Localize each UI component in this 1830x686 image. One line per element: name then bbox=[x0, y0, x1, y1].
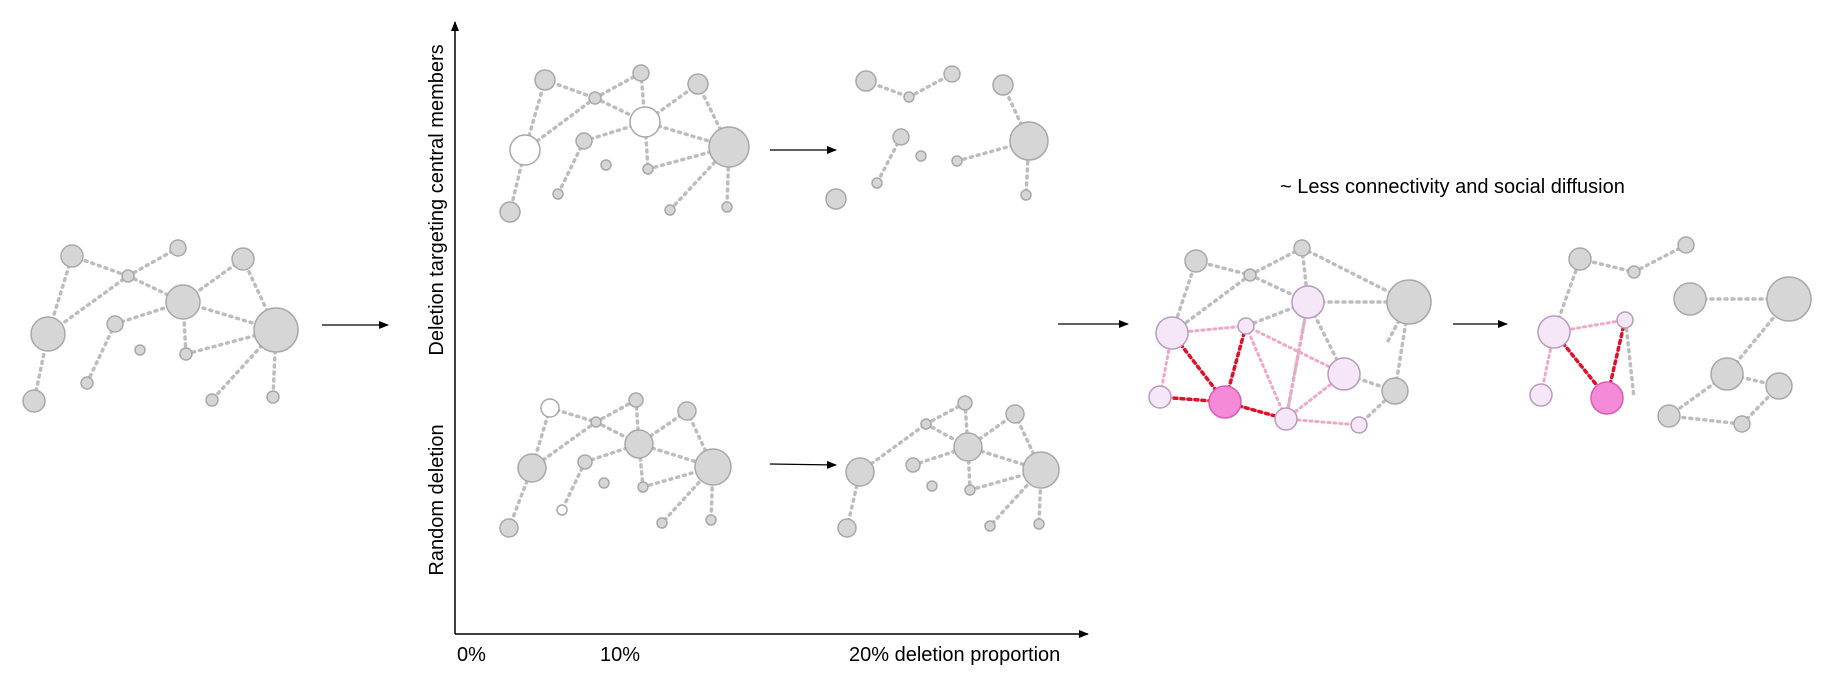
targeted-20-nodes bbox=[825, 65, 1049, 210]
y-label-targeted: Deletion targeting central members bbox=[426, 44, 448, 355]
targeted-10-nodes bbox=[499, 64, 750, 223]
original-network bbox=[32, 246, 278, 403]
removed-node bbox=[629, 106, 661, 138]
original-nodes bbox=[22, 239, 299, 413]
y-label-random: Random deletion bbox=[426, 424, 448, 575]
removed-node bbox=[540, 398, 560, 418]
removed-node bbox=[556, 504, 568, 516]
random-10-nodes bbox=[499, 392, 732, 538]
diffusion-annotation: ~ Less connectivity and social diffusion bbox=[1280, 176, 1625, 198]
diffusion-source-node bbox=[1590, 381, 1624, 415]
x-tick-0: 0% bbox=[457, 644, 486, 666]
x-tick-10: 10% bbox=[600, 644, 640, 666]
x-tick-20: 20% deletion proportion bbox=[849, 644, 1060, 666]
arrow-random bbox=[769, 460, 837, 469]
diffusion-source-node bbox=[1208, 385, 1242, 419]
removed-node bbox=[509, 134, 541, 166]
diffusion-network-2 bbox=[1529, 236, 1812, 433]
diffusion-network-1 bbox=[1148, 239, 1432, 434]
axes bbox=[451, 21, 1089, 638]
random-20-nodes bbox=[837, 395, 1060, 538]
